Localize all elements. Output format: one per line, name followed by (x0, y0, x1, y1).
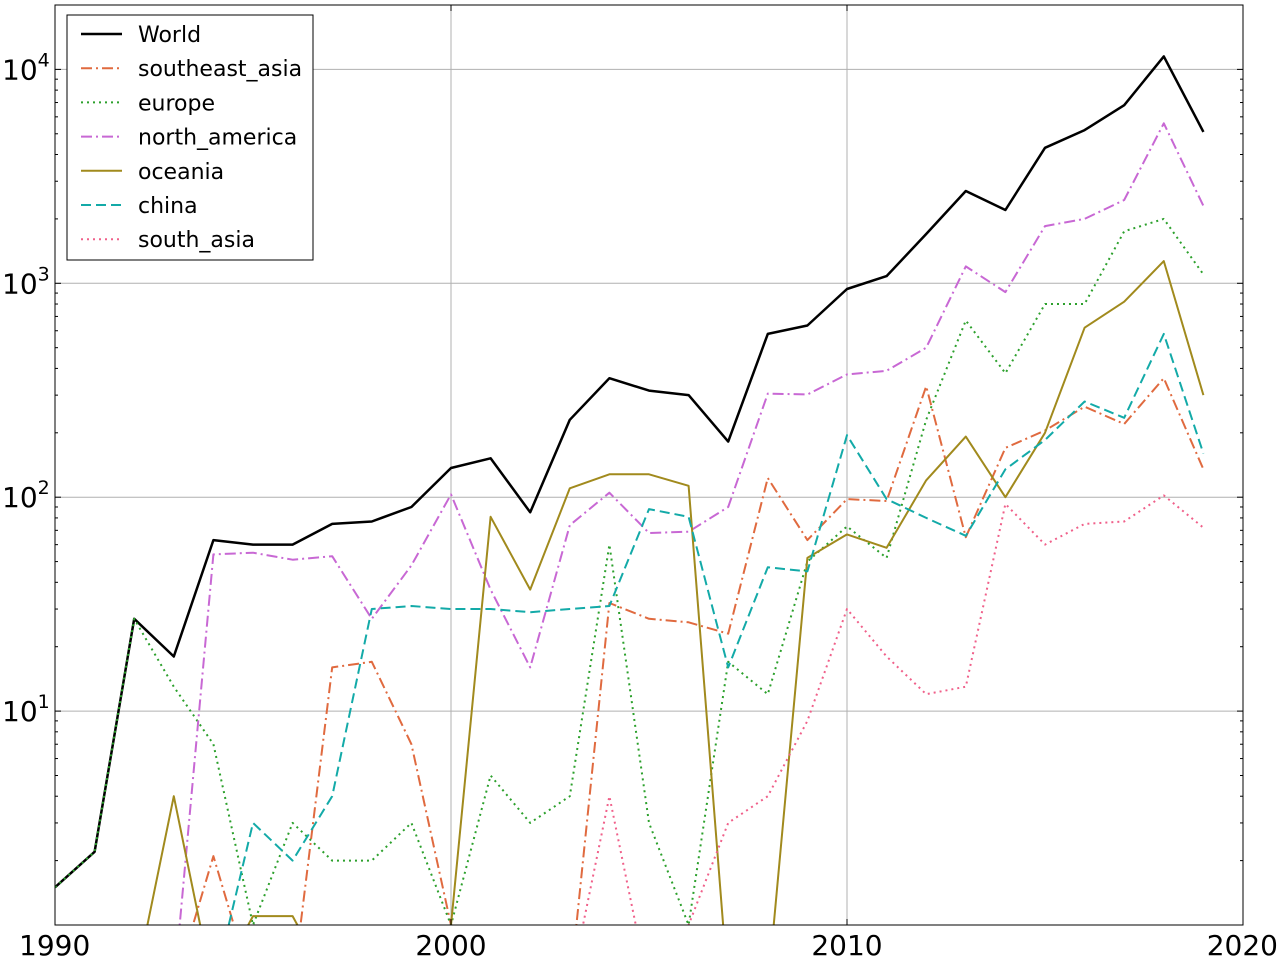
x-tick-label: 2020 (1207, 929, 1278, 960)
y-tick-exponent: 3 (38, 263, 50, 285)
legend-label: south_asia (138, 228, 255, 253)
legend-label: World (138, 23, 201, 48)
y-tick-base: 10 (2, 695, 38, 728)
legend-label: southeast_asia (138, 57, 302, 82)
series-line-oceania (146, 260, 1205, 925)
plot-area-frame (54, 4, 1244, 926)
y-tick-label: 103 (2, 263, 50, 300)
x-tick-label: 1990 (19, 929, 90, 960)
y-tick-base: 10 (2, 267, 38, 300)
legend-label: europe (138, 91, 215, 116)
series-line-north-america (178, 122, 1205, 925)
y-tick-label: 101 (2, 691, 50, 728)
y-tick-label: 104 (2, 49, 50, 86)
y-tick-base: 10 (2, 481, 38, 514)
x-tick-label: 2000 (415, 929, 486, 960)
grid-lines (55, 5, 1243, 925)
legend-label: north_america (138, 126, 297, 151)
y-tick-base: 10 (2, 53, 38, 86)
y-tick-label: 102 (2, 477, 50, 514)
legend-label: china (138, 194, 198, 219)
series-line-china (227, 332, 1205, 925)
y-tick-exponent: 4 (38, 49, 50, 71)
series-line-southeast-asia (191, 377, 1205, 925)
series-line-europe (55, 217, 1205, 925)
y-tick-exponent: 2 (38, 477, 50, 499)
x-tick-label: 2010 (811, 929, 882, 960)
series-line-south-asia (581, 494, 1205, 925)
y-tick-exponent: 1 (38, 691, 50, 713)
series-line-World (55, 55, 1205, 889)
series-lines (55, 55, 1205, 925)
legend-label: oceania (138, 160, 224, 185)
